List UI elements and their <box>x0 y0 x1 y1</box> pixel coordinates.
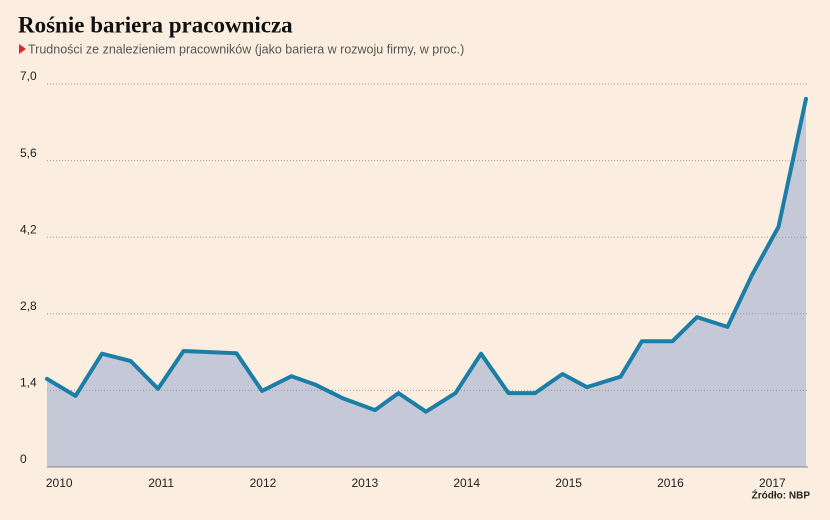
x-tick-label: 2015 <box>555 476 582 490</box>
x-tick-label: 2017 <box>759 476 786 490</box>
y-tick-label: 0 <box>20 452 27 466</box>
y-tick-label: 4,2 <box>20 222 37 236</box>
area <box>47 98 806 468</box>
x-tick-label: 2012 <box>250 476 277 490</box>
x-tick-label: 2013 <box>351 476 378 490</box>
line <box>45 96 808 414</box>
y-tick-label: 7,0 <box>20 69 37 83</box>
subtitle-marker <box>19 44 26 54</box>
y-tick-label: 2,8 <box>20 299 37 313</box>
x-tick-label: 2016 <box>657 476 684 490</box>
chart-subtitle: Trudności ze znalezieniem pracowników (j… <box>28 42 464 56</box>
y-tick-label: 1,4 <box>20 376 37 390</box>
x-tick-label: 2014 <box>453 476 480 490</box>
source: Źródło: NBP <box>752 489 811 502</box>
chart-title: Rośnie bariera pracownicza <box>18 12 293 37</box>
y-tick-label: 5,6 <box>20 146 37 160</box>
x-tick-label: 2010 <box>46 476 73 490</box>
x-tick-label: 2011 <box>148 476 174 490</box>
